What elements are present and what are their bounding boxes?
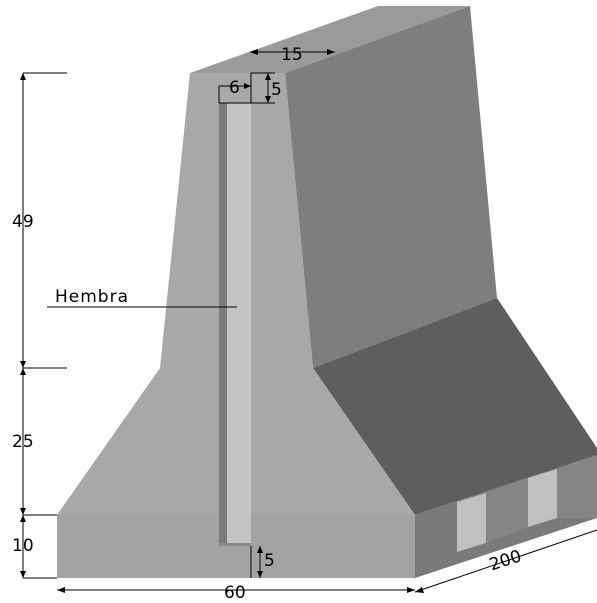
dimension-lines [20,49,597,593]
barrier-foot [557,455,597,518]
barrier-foot-opening [457,493,486,552]
barrier-slope-face [313,298,597,515]
dimension-labels: 15 6 5 49 25 10 5 60 200 Hembra [12,45,524,603]
groove-shadow [219,103,227,543]
dim-upper-height: 49 [12,212,34,232]
dim-groove-depth-bottom: 5 [264,551,275,571]
barrier-top-face [190,6,470,73]
barrier-foot-opening [528,469,557,527]
groove-face [227,103,251,543]
dim-base-height: 10 [12,536,34,556]
dim-groove-width: 6 [229,78,240,98]
dim-base-width: 60 [224,583,246,603]
groove-bottom [219,543,251,546]
barrier-foot [486,478,528,543]
barrier-upper-side-face [285,6,497,368]
dim-middle-height: 25 [12,432,34,452]
dim-top-width: 15 [281,45,303,65]
barrier-body [57,6,597,578]
barrier-base-front [57,515,415,578]
groove-label: Hembra [55,287,129,307]
dim-groove-depth-top: 5 [271,80,282,100]
